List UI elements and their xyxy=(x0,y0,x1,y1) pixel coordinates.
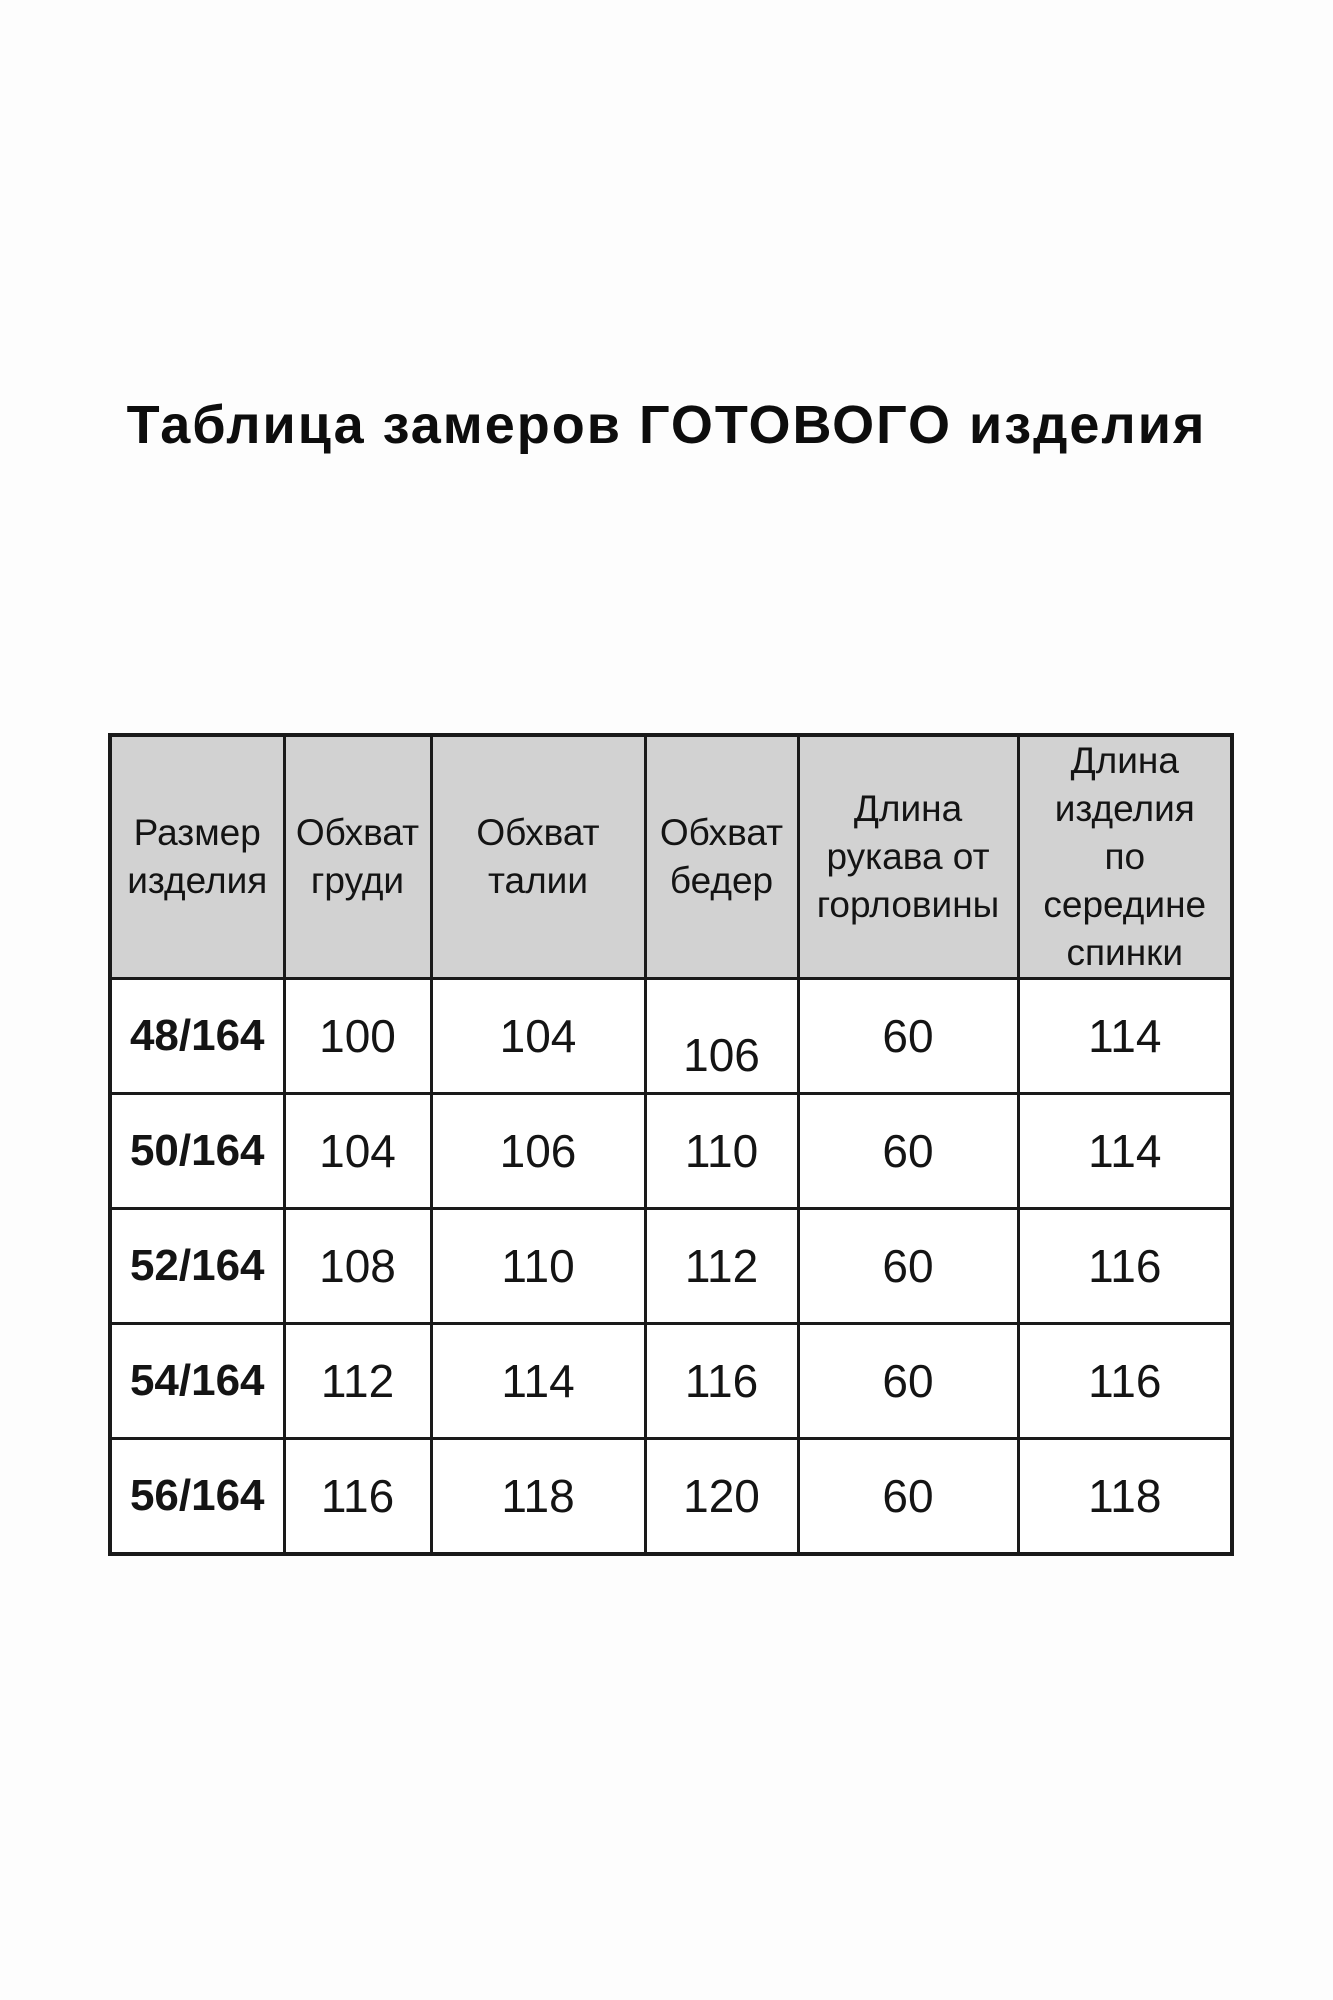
value-cell: 110 xyxy=(429,1207,647,1326)
size-cell: 50/164 xyxy=(108,1092,286,1211)
value-cell: 106 xyxy=(643,977,800,1096)
value-text: 106 xyxy=(683,1029,760,1082)
size-cell: 52/164 xyxy=(108,1207,286,1326)
value-cell: 60 xyxy=(796,1092,1020,1211)
table-row: 48/164 100 104 106 60 114 xyxy=(108,977,1234,1096)
size-table: Размер изделия Обхват груди Обхват талии… xyxy=(108,733,1234,1556)
value-cell: 104 xyxy=(282,1092,433,1211)
table-row: 56/164 116 118 120 60 118 xyxy=(108,1437,1234,1556)
size-cell: 54/164 xyxy=(108,1322,286,1441)
value-cell: 112 xyxy=(282,1322,433,1441)
header-cell-hips: Обхват бедер xyxy=(643,733,800,981)
value-cell: 112 xyxy=(643,1207,800,1326)
table-header-row: Размер изделия Обхват груди Обхват талии… xyxy=(108,733,1234,981)
value-cell: 110 xyxy=(643,1092,800,1211)
value-cell: 108 xyxy=(282,1207,433,1326)
table-row: 54/164 112 114 116 60 116 xyxy=(108,1322,1234,1441)
value-cell: 60 xyxy=(796,1322,1020,1441)
header-cell-size: Размер изделия xyxy=(108,733,286,981)
value-cell: 118 xyxy=(429,1437,647,1556)
size-cell: 56/164 xyxy=(108,1437,286,1556)
value-cell: 60 xyxy=(796,1437,1020,1556)
value-cell: 60 xyxy=(796,977,1020,1096)
size-cell: 48/164 xyxy=(108,977,286,1096)
value-cell: 104 xyxy=(429,977,647,1096)
value-cell: 106 xyxy=(429,1092,647,1211)
value-cell: 100 xyxy=(282,977,433,1096)
value-cell: 120 xyxy=(643,1437,800,1556)
value-cell: 114 xyxy=(1016,1092,1234,1211)
table-row: 50/164 104 106 110 60 114 xyxy=(108,1092,1234,1211)
value-cell: 60 xyxy=(796,1207,1020,1326)
table-row: 52/164 108 110 112 60 116 xyxy=(108,1207,1234,1326)
page-title: Таблица замеров ГОТОВОГО изделия xyxy=(126,395,1207,455)
value-cell: 118 xyxy=(1016,1437,1234,1556)
header-cell-waist: Обхват талии xyxy=(429,733,647,981)
value-cell: 114 xyxy=(1016,977,1234,1096)
header-cell-chest: Обхват груди xyxy=(282,733,433,981)
header-cell-back-length: Длина изделия по середине спинки xyxy=(1016,733,1234,981)
value-cell: 116 xyxy=(282,1437,433,1556)
value-cell: 116 xyxy=(1016,1207,1234,1326)
value-cell: 116 xyxy=(643,1322,800,1441)
value-cell: 114 xyxy=(429,1322,647,1441)
header-cell-sleeve: Длина рукава от горловины xyxy=(796,733,1020,981)
value-cell: 116 xyxy=(1016,1322,1234,1441)
